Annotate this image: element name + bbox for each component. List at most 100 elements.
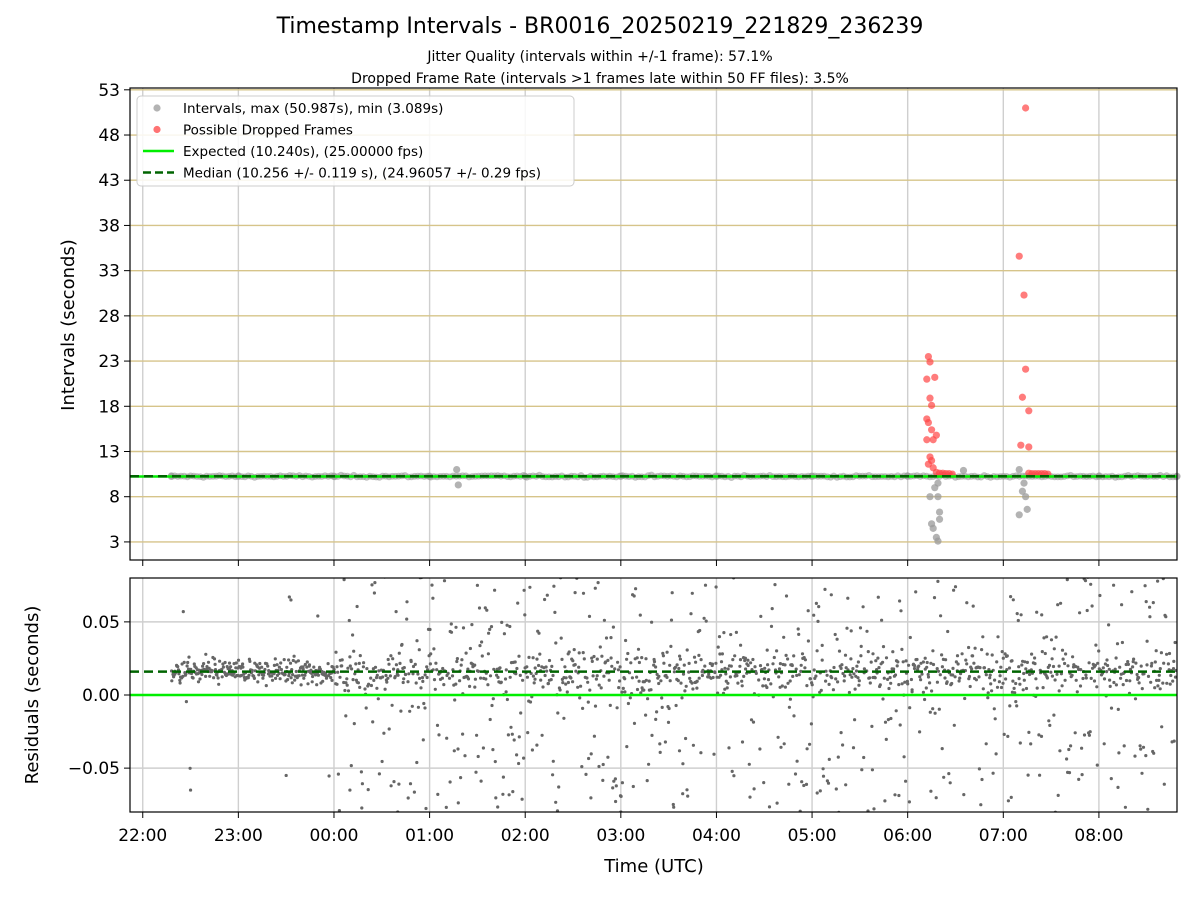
residual-point xyxy=(468,684,472,689)
residual-point xyxy=(866,809,870,812)
dropped-frame-point xyxy=(927,401,936,409)
residual-point xyxy=(187,655,191,659)
residual-point xyxy=(978,666,982,670)
residual-point xyxy=(872,807,876,811)
residual-point xyxy=(778,662,783,666)
residual-point xyxy=(624,638,628,643)
intervals-ytick-label: 8 xyxy=(109,488,120,508)
residual-point xyxy=(261,676,265,680)
residual-point xyxy=(626,701,631,706)
residual-point xyxy=(499,680,503,684)
residual-point xyxy=(736,681,740,685)
residual-point xyxy=(528,585,532,589)
residual-point xyxy=(676,679,680,683)
residual-point xyxy=(1047,663,1052,668)
residual-point xyxy=(507,793,511,797)
residual-point xyxy=(550,664,554,669)
residual-point xyxy=(625,745,629,749)
residual-point xyxy=(843,674,847,678)
residual-point xyxy=(1011,598,1015,602)
residual-point xyxy=(210,669,214,673)
residual-point xyxy=(738,664,742,668)
residual-point xyxy=(563,665,567,669)
residual-point xyxy=(1002,732,1006,737)
residual-point xyxy=(963,696,967,701)
residual-point xyxy=(769,624,774,629)
residual-point xyxy=(530,748,535,752)
residual-point xyxy=(928,681,932,685)
residual-point xyxy=(373,581,377,585)
residual-point xyxy=(1171,667,1176,671)
time-xtick-label: 22:00 xyxy=(118,826,167,846)
residual-point xyxy=(618,679,622,683)
time-xtick-label: 06:00 xyxy=(883,826,932,846)
residual-point xyxy=(1021,688,1025,692)
residual-point xyxy=(345,683,349,687)
residual-point xyxy=(874,659,878,663)
residual-point xyxy=(613,667,617,671)
residual-point xyxy=(437,733,441,737)
residual-point xyxy=(984,673,988,677)
residual-point xyxy=(517,654,521,658)
residual-point xyxy=(1107,623,1111,627)
dropped-frame-point xyxy=(926,394,934,402)
interval-point xyxy=(1020,479,1028,487)
residual-point xyxy=(893,673,898,677)
residual-point xyxy=(680,696,684,700)
residual-point xyxy=(248,659,252,664)
residual-point xyxy=(432,647,436,651)
residual-point xyxy=(1152,751,1156,755)
residual-point xyxy=(510,732,514,736)
residual-point xyxy=(508,624,512,629)
residual-point xyxy=(845,626,849,630)
residual-point xyxy=(964,658,968,662)
residual-point xyxy=(228,667,232,672)
residual-point xyxy=(752,787,756,791)
residual-point xyxy=(669,618,674,622)
residual-point xyxy=(904,779,908,783)
residual-point xyxy=(554,641,558,645)
residual-point xyxy=(468,646,472,651)
residual-point xyxy=(212,676,216,680)
residual-point xyxy=(1102,742,1106,746)
residual-point xyxy=(1148,605,1152,609)
residual-point xyxy=(1059,601,1063,605)
residual-point xyxy=(1043,651,1047,656)
residual-point xyxy=(799,669,803,674)
residual-point xyxy=(1074,678,1078,682)
residual-point xyxy=(556,711,560,715)
residual-point xyxy=(503,677,508,681)
residual-point xyxy=(316,673,320,677)
residual-point xyxy=(864,817,867,820)
residual-point xyxy=(773,583,777,587)
residual-point xyxy=(604,660,608,664)
residual-point xyxy=(661,651,665,656)
residual-point xyxy=(908,706,912,710)
residual-point xyxy=(526,731,530,735)
residual-point xyxy=(1001,681,1005,685)
residual-point xyxy=(1001,656,1005,660)
residual-point xyxy=(932,596,937,600)
residual-point xyxy=(677,749,682,753)
residual-point xyxy=(360,806,364,810)
residual-point xyxy=(623,677,627,681)
intervals-ytick-label: 38 xyxy=(98,216,120,236)
residual-point xyxy=(1101,666,1105,670)
residual-point xyxy=(398,661,402,666)
residual-point xyxy=(382,731,386,735)
residual-point xyxy=(933,711,937,715)
residual-point xyxy=(558,688,562,692)
residual-point xyxy=(893,793,897,797)
residual-point xyxy=(936,579,940,584)
residual-point xyxy=(185,664,189,668)
residual-point xyxy=(359,770,363,774)
residual-point xyxy=(957,679,961,683)
residual-point xyxy=(685,648,689,652)
residual-point xyxy=(202,662,206,666)
residual-point xyxy=(1119,676,1123,680)
residual-point xyxy=(847,690,852,695)
residual-point xyxy=(599,686,603,690)
residual-point xyxy=(937,707,941,711)
residual-point xyxy=(672,670,677,674)
residual-point xyxy=(539,678,543,682)
